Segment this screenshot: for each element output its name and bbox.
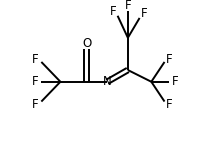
Text: N: N: [103, 75, 112, 88]
Text: F: F: [172, 75, 179, 88]
Text: F: F: [110, 5, 117, 18]
Text: F: F: [125, 0, 131, 12]
Text: F: F: [166, 52, 173, 66]
Text: F: F: [32, 98, 39, 111]
Text: F: F: [141, 7, 147, 20]
Text: F: F: [32, 52, 39, 66]
Text: O: O: [82, 37, 91, 50]
Text: F: F: [32, 75, 39, 88]
Text: F: F: [166, 98, 173, 111]
